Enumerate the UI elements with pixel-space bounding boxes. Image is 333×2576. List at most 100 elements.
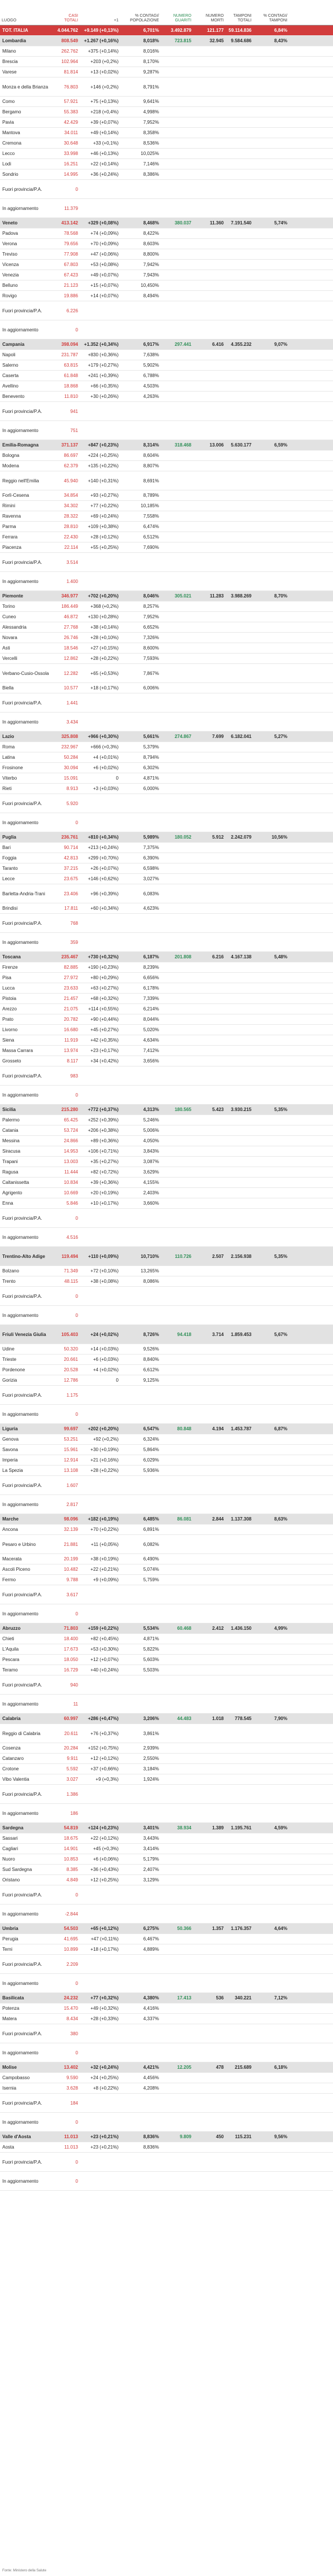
cell-luogo: In aggiornamento [0, 1404, 51, 1424]
cell-tamponi: 9.584.686 [225, 35, 253, 46]
cell-contagi-tamponi [253, 1114, 289, 1125]
cell-morti: 2.412 [193, 1623, 225, 1634]
cell-contagi-popolazione: 9,287% [120, 67, 161, 77]
cell-spacer [289, 1553, 333, 1564]
cell-luogo: Siena [0, 1035, 51, 1046]
cell-luogo: Bari [0, 842, 51, 853]
province-row: Fuori provincia/P.A. 940 [0, 1675, 333, 1695]
cell-contagi-tamponi [253, 693, 289, 713]
cell-tamponi [225, 2152, 253, 2172]
cell-spacer [289, 1344, 333, 1355]
cell-tamponi [225, 1198, 253, 1209]
cell-morti [193, 2003, 225, 2014]
cell-luogo: Sassari [0, 1833, 51, 1844]
province-row: Lodi 16.251 +22 (+0,14%) 7,146% [0, 158, 333, 169]
cell-casi-totali: 99.697 [51, 1423, 80, 1434]
cell-casi-totali: 54.503 [51, 1923, 80, 1934]
cell-tamponi [225, 56, 253, 67]
province-row: Fuori provincia/P.A. 983 [0, 1066, 333, 1086]
cell-tamponi [225, 320, 253, 339]
cell-contagi-popolazione: 3,843% [120, 1146, 161, 1157]
cell-spacer [289, 1375, 333, 1386]
cell-guariti [161, 391, 193, 402]
cell-spacer [289, 77, 333, 97]
province-row: In aggiornamento 4.516 [0, 1227, 333, 1247]
cell-guariti [161, 1444, 193, 1455]
source-note: Fonte: Ministero della Salute [2, 2569, 47, 2573]
cell-contagi-popolazione: 6,656% [120, 972, 161, 983]
cell-morti [193, 2024, 225, 2043]
cell-contagi-popolazione: 3,660% [120, 1198, 161, 1209]
province-row: In aggiornamento 11 [0, 1694, 333, 1714]
region-row: Sardegna 54.819 +124 (+0,23%) 3,401% 38.934 1… [0, 1822, 333, 1833]
cell-contagi-tamponi [253, 1003, 289, 1014]
cell-luogo: In aggiornamento [0, 1973, 51, 1993]
cell-contagi-popolazione: 5,379% [120, 741, 161, 752]
total-row: TOT. ITALIA 4.044.762 +9.149 (+0,13%) 6,701… [0, 25, 333, 36]
cell-variazione: +63 (+0,27%) [80, 983, 120, 994]
cell-contagi-popolazione: 6,547% [120, 1423, 161, 1434]
cell-contagi-tamponi [253, 863, 289, 874]
province-row: In aggiornamento 186 [0, 1803, 333, 1823]
cell-contagi-popolazione: 7,638% [120, 349, 161, 360]
cell-contagi-tamponi [253, 852, 289, 863]
cell-morti [193, 138, 225, 149]
cell-guariti: 380.037 [161, 217, 193, 228]
cell-casi-totali: 53.251 [51, 1434, 80, 1445]
header-morti[interactable]: NUMERO MORTI [193, 0, 225, 25]
cell-variazione: +77 (+0,22%) [80, 500, 120, 511]
cell-luogo: In aggiornamento [0, 1604, 51, 1623]
header-luogo[interactable]: LUOGO [0, 0, 51, 25]
cell-contagi-tamponi [253, 127, 289, 138]
cell-spacer [289, 2024, 333, 2043]
cell-tamponi [225, 2003, 253, 2014]
cell-guariti [161, 1864, 193, 1875]
cell-tamponi [225, 741, 253, 752]
cell-casi-totali: 0 [51, 2152, 80, 2172]
cell-casi-totali: 67.803 [51, 259, 80, 270]
cell-spacer [289, 1585, 333, 1604]
cell-luogo: Lucca [0, 983, 51, 994]
cell-contagi-popolazione [120, 2043, 161, 2062]
header-contagi-tamponi[interactable]: % CONTAGI/ TAMPONI [253, 0, 289, 25]
cell-tamponi [225, 471, 253, 490]
header-tamponi[interactable]: TAMPONI TOTALI [225, 0, 253, 25]
cell-casi-totali: 20.611 [51, 1724, 80, 1743]
header-guariti[interactable]: NUMERO GUARITI [161, 0, 193, 25]
cell-casi-totali: 28.322 [51, 511, 80, 522]
cell-guariti [161, 1455, 193, 1466]
cell-contagi-tamponi: 8,63% [253, 1514, 289, 1525]
cell-variazione: +65 (+0,12%) [80, 1923, 120, 1934]
cell-variazione: +23 (+0,21%) [80, 2142, 120, 2153]
cell-contagi-popolazione: 5,503% [120, 1665, 161, 1675]
cell-morti [193, 1385, 225, 1405]
cell-guariti: 110.726 [161, 1246, 193, 1266]
cell-casi-totali: 23.406 [51, 884, 80, 903]
header-contagi-popolazione[interactable]: % CONTAGI/ POPOLAZIONE [120, 0, 161, 25]
cell-guariti [161, 552, 193, 572]
cell-guariti [161, 46, 193, 57]
province-row: Monza e della Brianza 76.803 +146 (+0,2%) 8… [0, 77, 333, 97]
cell-luogo: Bologna [0, 450, 51, 461]
cell-casi-totali: 10.899 [51, 1944, 80, 1955]
cell-spacer [289, 1633, 333, 1644]
cell-spacer [289, 663, 333, 683]
cell-contagi-popolazione [120, 401, 161, 421]
cell-contagi-tamponi [253, 67, 289, 77]
cell-guariti [161, 783, 193, 794]
province-row: Fuori provincia/P.A. 1.607 [0, 1475, 333, 1495]
cell-contagi-tamponi [253, 1763, 289, 1774]
cell-casi-totali: 33.998 [51, 148, 80, 159]
province-row: Bologna 86.697 +224 (+0,25%) 8,604% [0, 450, 333, 461]
cell-luogo: Friuli Venezia Giulia [0, 1324, 51, 1344]
cell-casi-totali: 81.814 [51, 67, 80, 77]
cell-casi-totali: 0 [51, 1305, 80, 1325]
header-variazione[interactable]: +1 [80, 0, 120, 25]
cell-spacer [289, 1423, 333, 1434]
cell-spacer [289, 2142, 333, 2153]
header-casi-totali[interactable]: CASI TOTALI [51, 0, 80, 25]
cell-variazione: +49 (+0,32%) [80, 2003, 120, 2014]
cell-casi-totali: 20.199 [51, 1553, 80, 1564]
cell-contagi-popolazione: 10,185% [120, 500, 161, 511]
